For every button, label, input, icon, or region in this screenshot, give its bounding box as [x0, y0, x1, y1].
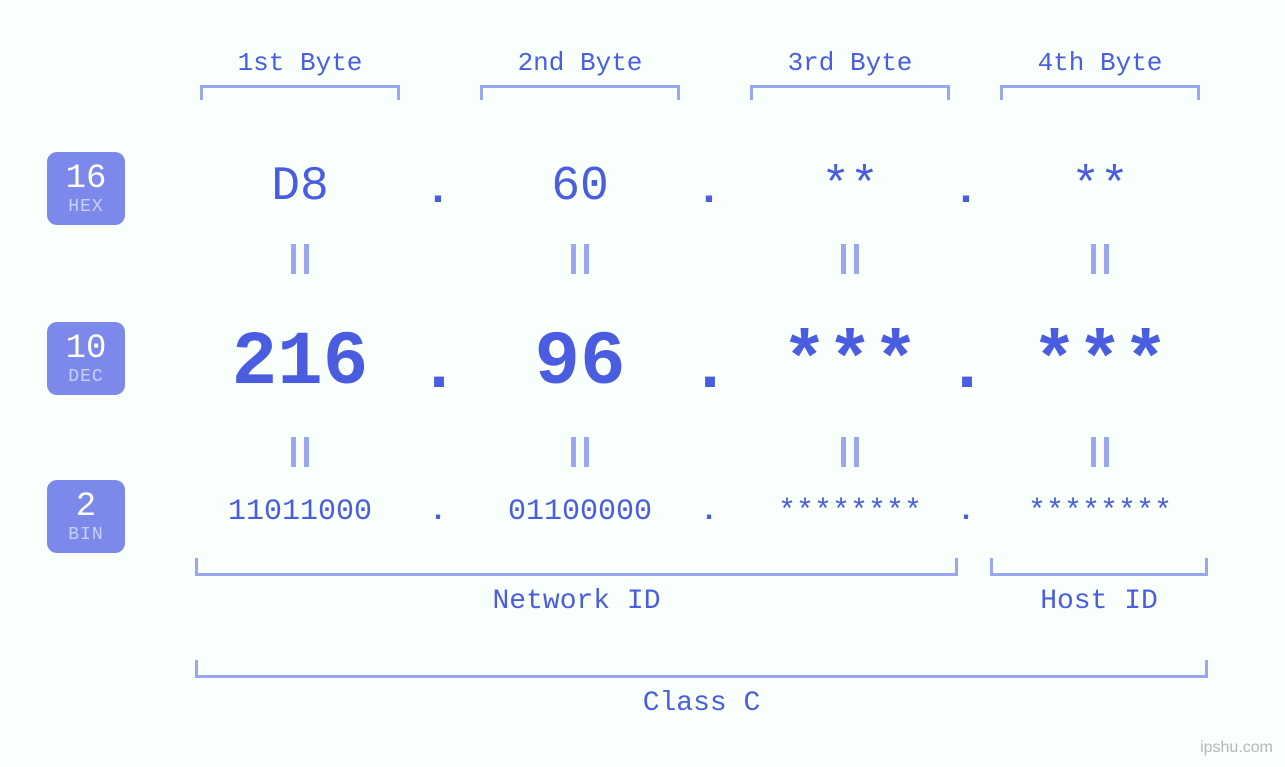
badge-hex-num: 16 — [47, 162, 125, 198]
bracket-class — [195, 660, 1208, 678]
top-bracket-1 — [200, 85, 400, 100]
badge-dec: 10 DEC — [47, 322, 125, 395]
byte-header-4: 4th Byte — [1000, 48, 1200, 78]
badge-hex: 16 HEX — [47, 152, 125, 225]
equals-2-3 — [835, 435, 865, 469]
dec-dot-2: . — [689, 330, 729, 409]
top-bracket-3 — [750, 85, 950, 100]
equals-2-4 — [1085, 435, 1115, 469]
bin-byte-3: ******** — [720, 495, 980, 529]
hex-byte-2: 60 — [450, 160, 710, 214]
hex-byte-4: ** — [970, 160, 1230, 214]
hex-dot-3: . — [946, 166, 986, 216]
badge-dec-num: 10 — [47, 332, 125, 368]
badge-bin-num: 2 — [47, 490, 125, 526]
top-bracket-2 — [480, 85, 680, 100]
label-network: Network ID — [195, 586, 958, 617]
bin-byte-1: 11011000 — [170, 495, 430, 529]
badge-hex-label: HEX — [47, 198, 125, 217]
bin-dot-3: . — [946, 495, 986, 529]
hex-dot-2: . — [689, 166, 729, 216]
badge-bin-label: BIN — [47, 526, 125, 545]
ip-bases-diagram: 1st Byte 2nd Byte 3rd Byte 4th Byte 16 H… — [0, 0, 1285, 767]
dec-byte-3: *** — [720, 320, 980, 406]
bin-byte-2: 01100000 — [450, 495, 710, 529]
badge-bin: 2 BIN — [47, 480, 125, 553]
label-class: Class C — [195, 688, 1208, 719]
label-host: Host ID — [990, 586, 1208, 617]
dec-dot-3: . — [946, 330, 986, 409]
equals-2-2 — [565, 435, 595, 469]
equals-1-3 — [835, 242, 865, 276]
dec-byte-2: 96 — [450, 320, 710, 406]
equals-1-2 — [565, 242, 595, 276]
bracket-host — [990, 558, 1208, 576]
equals-1-4 — [1085, 242, 1115, 276]
byte-header-3: 3rd Byte — [750, 48, 950, 78]
hex-byte-3: ** — [720, 160, 980, 214]
equals-1-1 — [285, 242, 315, 276]
dec-byte-1: 216 — [170, 320, 430, 406]
dec-dot-1: . — [418, 330, 458, 409]
dec-byte-4: *** — [970, 320, 1230, 406]
watermark: ipshu.com — [1200, 739, 1273, 757]
bracket-network — [195, 558, 958, 576]
top-bracket-4 — [1000, 85, 1200, 100]
bin-byte-4: ******** — [970, 495, 1230, 529]
byte-header-2: 2nd Byte — [480, 48, 680, 78]
byte-header-1: 1st Byte — [200, 48, 400, 78]
bin-dot-2: . — [689, 495, 729, 529]
bin-dot-1: . — [418, 495, 458, 529]
hex-dot-1: . — [418, 166, 458, 216]
badge-dec-label: DEC — [47, 368, 125, 387]
equals-2-1 — [285, 435, 315, 469]
hex-byte-1: D8 — [170, 160, 430, 214]
